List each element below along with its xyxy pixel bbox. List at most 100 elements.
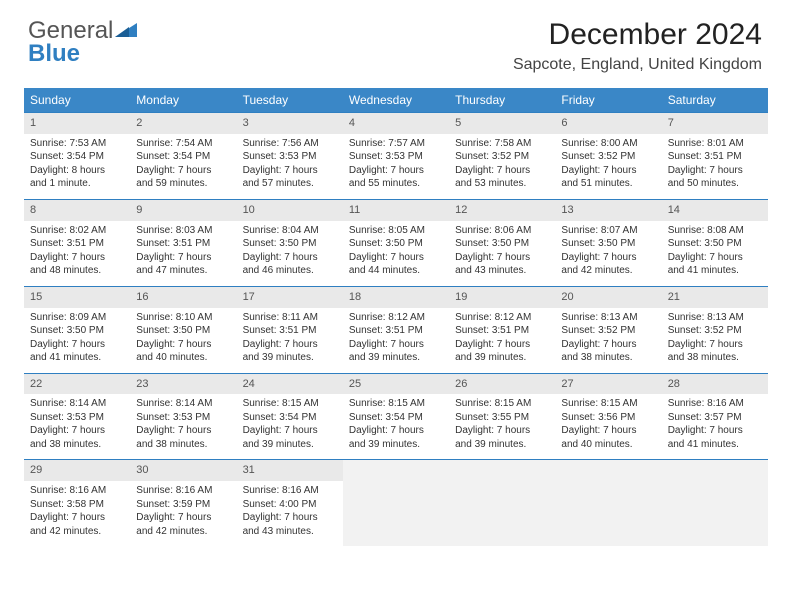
day-info-line: Daylight: 7 hours	[561, 338, 655, 352]
day-number: 16	[130, 287, 236, 308]
day-info-line: and 41 minutes.	[30, 351, 124, 365]
day-info-line: Sunrise: 8:02 AM	[30, 224, 124, 238]
calendar-body: 1Sunrise: 7:53 AMSunset: 3:54 PMDaylight…	[24, 113, 768, 547]
calendar-day-cell: 7Sunrise: 8:01 AMSunset: 3:51 PMDaylight…	[662, 113, 768, 200]
day-info-line: Daylight: 7 hours	[455, 164, 549, 178]
calendar-day-cell: 15Sunrise: 8:09 AMSunset: 3:50 PMDayligh…	[24, 286, 130, 373]
calendar-day-cell: 14Sunrise: 8:08 AMSunset: 3:50 PMDayligh…	[662, 199, 768, 286]
day-info-line: Sunrise: 7:58 AM	[455, 137, 549, 151]
day-info-line: Sunrise: 8:15 AM	[561, 397, 655, 411]
day-info-line: and 38 minutes.	[668, 351, 762, 365]
day-number: 15	[24, 287, 130, 308]
calendar-day-cell: 26Sunrise: 8:15 AMSunset: 3:55 PMDayligh…	[449, 373, 555, 460]
day-info-line: Sunset: 3:53 PM	[243, 150, 337, 164]
calendar-day-cell: 25Sunrise: 8:15 AMSunset: 3:54 PMDayligh…	[343, 373, 449, 460]
day-info-line: Sunset: 3:54 PM	[136, 150, 230, 164]
day-info-line: Sunset: 3:52 PM	[668, 324, 762, 338]
day-info-line: Sunrise: 8:01 AM	[668, 137, 762, 151]
day-info-line: Sunrise: 8:15 AM	[455, 397, 549, 411]
day-info-line: Sunrise: 8:12 AM	[455, 311, 549, 325]
day-info-line: Daylight: 7 hours	[30, 338, 124, 352]
day-number: 25	[343, 374, 449, 395]
day-number: 7	[662, 113, 768, 134]
calendar-week-row: 1Sunrise: 7:53 AMSunset: 3:54 PMDaylight…	[24, 113, 768, 200]
day-info-line: Daylight: 7 hours	[668, 251, 762, 265]
day-info-line: Sunset: 3:50 PM	[668, 237, 762, 251]
calendar-week-row: 22Sunrise: 8:14 AMSunset: 3:53 PMDayligh…	[24, 373, 768, 460]
weekday-header: Thursday	[449, 88, 555, 113]
day-number: 26	[449, 374, 555, 395]
calendar-day-cell: 29Sunrise: 8:16 AMSunset: 3:58 PMDayligh…	[24, 460, 130, 546]
day-number: 11	[343, 200, 449, 221]
day-info-line: and 59 minutes.	[136, 177, 230, 191]
day-info-line: Daylight: 8 hours	[30, 164, 124, 178]
day-number: 10	[237, 200, 343, 221]
day-number: 21	[662, 287, 768, 308]
brand-text-2: Blue	[28, 43, 137, 65]
day-info-line: Sunset: 3:59 PM	[136, 498, 230, 512]
day-info-line: Sunrise: 8:16 AM	[30, 484, 124, 498]
day-info-line: Sunrise: 8:12 AM	[349, 311, 443, 325]
calendar-day-cell: 17Sunrise: 8:11 AMSunset: 3:51 PMDayligh…	[237, 286, 343, 373]
calendar-day-cell: 5Sunrise: 7:58 AMSunset: 3:52 PMDaylight…	[449, 113, 555, 200]
day-info-line: and 41 minutes.	[668, 264, 762, 278]
day-info-line: and 40 minutes.	[561, 438, 655, 452]
day-info-line: Sunset: 3:51 PM	[668, 150, 762, 164]
day-info-line: and 39 minutes.	[455, 438, 549, 452]
calendar-day-cell: 11Sunrise: 8:05 AMSunset: 3:50 PMDayligh…	[343, 199, 449, 286]
calendar-week-row: 29Sunrise: 8:16 AMSunset: 3:58 PMDayligh…	[24, 460, 768, 546]
day-info-line: Sunset: 3:51 PM	[136, 237, 230, 251]
day-info-line: Daylight: 7 hours	[136, 251, 230, 265]
day-number: 18	[343, 287, 449, 308]
day-number: 28	[662, 374, 768, 395]
day-number: 1	[24, 113, 130, 134]
calendar-empty-cell	[662, 460, 768, 546]
calendar-day-cell: 9Sunrise: 8:03 AMSunset: 3:51 PMDaylight…	[130, 199, 236, 286]
calendar-day-cell: 23Sunrise: 8:14 AMSunset: 3:53 PMDayligh…	[130, 373, 236, 460]
brand-triangle-icon	[115, 20, 137, 43]
day-info-line: and 1 minute.	[30, 177, 124, 191]
day-info-line: Sunrise: 7:56 AM	[243, 137, 337, 151]
brand-logo: General Blue	[28, 20, 137, 65]
day-info-line: Daylight: 7 hours	[243, 511, 337, 525]
day-info-line: and 47 minutes.	[136, 264, 230, 278]
day-info-line: Daylight: 7 hours	[349, 424, 443, 438]
day-info-line: and 38 minutes.	[30, 438, 124, 452]
day-info-line: Sunset: 3:58 PM	[30, 498, 124, 512]
calendar-week-row: 8Sunrise: 8:02 AMSunset: 3:51 PMDaylight…	[24, 199, 768, 286]
day-info-line: Daylight: 7 hours	[30, 511, 124, 525]
weekday-header-row: SundayMondayTuesdayWednesdayThursdayFrid…	[24, 88, 768, 113]
day-info-line: and 50 minutes.	[668, 177, 762, 191]
day-info-line: and 55 minutes.	[349, 177, 443, 191]
day-info-line: Sunset: 3:50 PM	[243, 237, 337, 251]
day-info-line: Sunrise: 8:10 AM	[136, 311, 230, 325]
day-info-line: and 39 minutes.	[243, 351, 337, 365]
day-number: 24	[237, 374, 343, 395]
day-info-line: and 53 minutes.	[455, 177, 549, 191]
day-info-line: Daylight: 7 hours	[136, 511, 230, 525]
day-info-line: Sunrise: 7:57 AM	[349, 137, 443, 151]
day-info-line: Daylight: 7 hours	[30, 251, 124, 265]
calendar-day-cell: 10Sunrise: 8:04 AMSunset: 3:50 PMDayligh…	[237, 199, 343, 286]
day-info-line: Daylight: 7 hours	[136, 164, 230, 178]
weekday-header: Friday	[555, 88, 661, 113]
weekday-header: Sunday	[24, 88, 130, 113]
weekday-header: Tuesday	[237, 88, 343, 113]
day-number: 12	[449, 200, 555, 221]
calendar-day-cell: 3Sunrise: 7:56 AMSunset: 3:53 PMDaylight…	[237, 113, 343, 200]
day-info-line: Daylight: 7 hours	[561, 164, 655, 178]
day-info-line: Sunset: 3:57 PM	[668, 411, 762, 425]
weekday-header: Saturday	[662, 88, 768, 113]
calendar-day-cell: 4Sunrise: 7:57 AMSunset: 3:53 PMDaylight…	[343, 113, 449, 200]
calendar-week-row: 15Sunrise: 8:09 AMSunset: 3:50 PMDayligh…	[24, 286, 768, 373]
day-info-line: and 43 minutes.	[243, 525, 337, 539]
day-info-line: Daylight: 7 hours	[243, 424, 337, 438]
day-info-line: Daylight: 7 hours	[30, 424, 124, 438]
day-info-line: and 39 minutes.	[243, 438, 337, 452]
day-number: 27	[555, 374, 661, 395]
day-info-line: Sunrise: 8:04 AM	[243, 224, 337, 238]
day-info-line: and 42 minutes.	[561, 264, 655, 278]
day-info-line: Sunrise: 8:09 AM	[30, 311, 124, 325]
day-info-line: Daylight: 7 hours	[455, 338, 549, 352]
day-info-line: Sunset: 3:53 PM	[30, 411, 124, 425]
